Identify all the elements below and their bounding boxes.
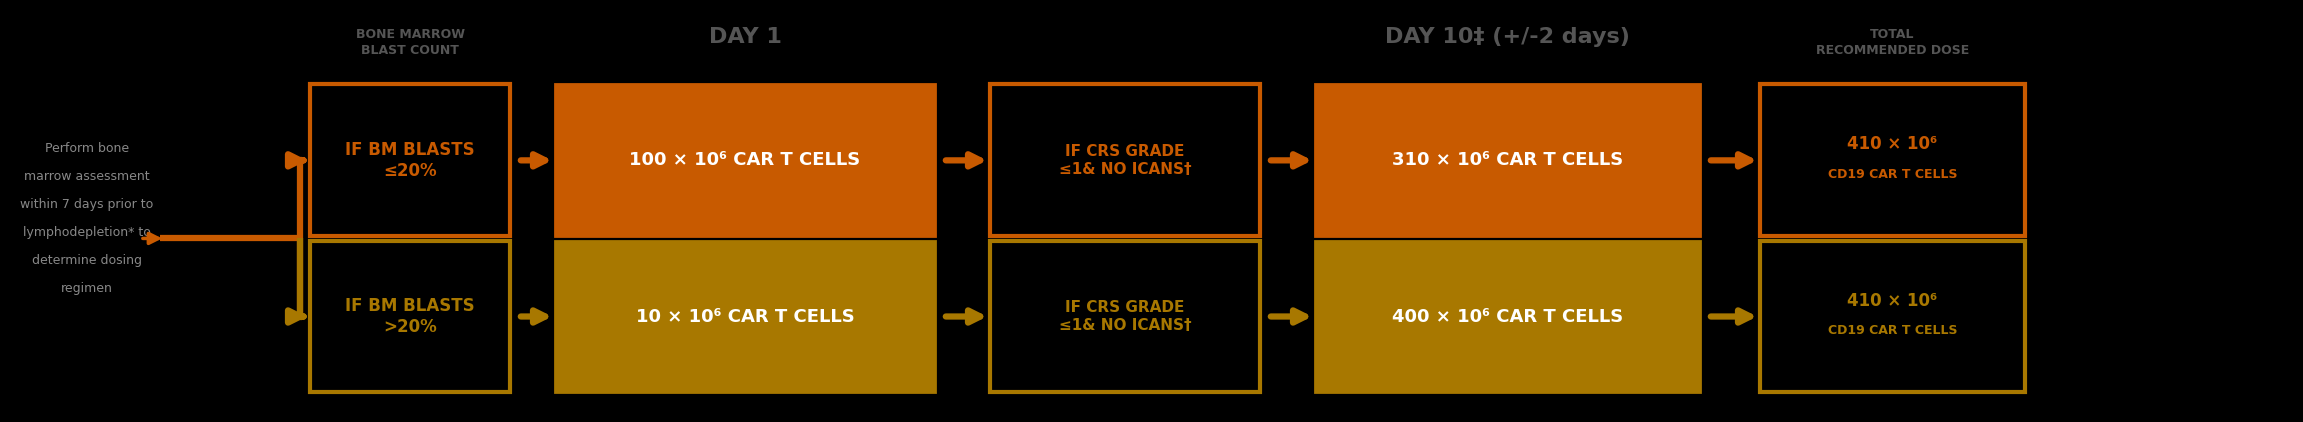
- Text: 410 × 10⁶: 410 × 10⁶: [1847, 292, 1937, 309]
- Text: CD19 CAR T CELLS: CD19 CAR T CELLS: [1829, 324, 1958, 337]
- Text: marrow assessment: marrow assessment: [25, 170, 150, 183]
- Text: Perform bone: Perform bone: [46, 142, 129, 155]
- Text: lymphodepletion* to: lymphodepletion* to: [23, 226, 152, 239]
- Bar: [1759, 84, 2024, 236]
- Bar: [555, 84, 935, 236]
- Text: IF CRS GRADE
≤1& NO ICANS†: IF CRS GRADE ≤1& NO ICANS†: [1059, 300, 1191, 333]
- Text: 310 × 10⁶ CAR T CELLS: 310 × 10⁶ CAR T CELLS: [1391, 151, 1624, 169]
- Bar: [311, 84, 509, 236]
- Bar: [990, 84, 1260, 236]
- Bar: [1315, 241, 1700, 392]
- Text: DAY 10‡ (+/-2 days): DAY 10‡ (+/-2 days): [1384, 27, 1631, 47]
- Bar: [1315, 84, 1700, 236]
- Bar: [555, 241, 935, 392]
- Text: determine dosing: determine dosing: [32, 254, 143, 267]
- Text: 100 × 10⁶ CAR T CELLS: 100 × 10⁶ CAR T CELLS: [629, 151, 861, 169]
- Text: 410 × 10⁶: 410 × 10⁶: [1847, 135, 1937, 153]
- Text: IF BM BLASTS
≤20%: IF BM BLASTS ≤20%: [345, 141, 474, 180]
- Bar: [1759, 241, 2024, 392]
- Bar: [990, 241, 1260, 392]
- Text: IF BM BLASTS
>20%: IF BM BLASTS >20%: [345, 297, 474, 336]
- Text: CD19 CAR T CELLS: CD19 CAR T CELLS: [1829, 168, 1958, 181]
- Text: regimen: regimen: [62, 282, 113, 295]
- Text: DAY 1: DAY 1: [709, 27, 781, 47]
- Text: TOTAL
RECOMMENDED DOSE: TOTAL RECOMMENDED DOSE: [1815, 28, 1969, 57]
- Text: 400 × 10⁶ CAR T CELLS: 400 × 10⁶ CAR T CELLS: [1391, 308, 1624, 325]
- Text: 10 × 10⁶ CAR T CELLS: 10 × 10⁶ CAR T CELLS: [636, 308, 854, 325]
- Bar: [311, 241, 509, 392]
- Text: IF CRS GRADE
≤1& NO ICANS†: IF CRS GRADE ≤1& NO ICANS†: [1059, 144, 1191, 176]
- Text: BONE MARROW
BLAST COUNT: BONE MARROW BLAST COUNT: [355, 28, 465, 57]
- Text: within 7 days prior to: within 7 days prior to: [21, 198, 154, 211]
